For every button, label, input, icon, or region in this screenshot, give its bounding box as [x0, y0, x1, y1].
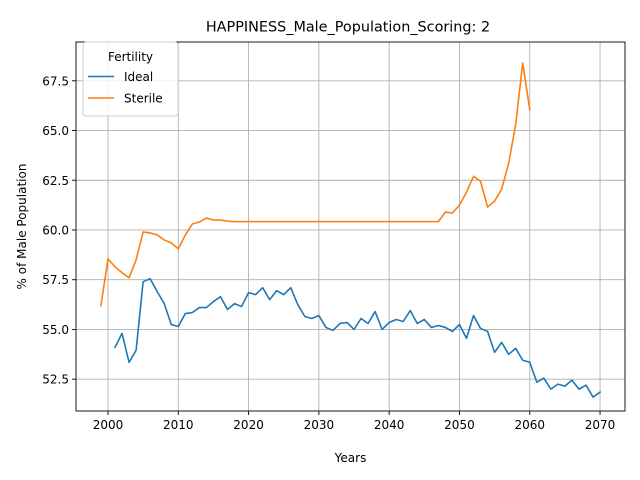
x-tick-label: 2040 — [374, 418, 405, 432]
y-tick-label: 60.0 — [42, 223, 69, 237]
x-tick-label: 2000 — [93, 418, 124, 432]
gridlines — [76, 42, 625, 411]
x-tick-label: 2020 — [233, 418, 264, 432]
plot-frame — [75, 41, 626, 412]
x-axis-title: Years — [334, 451, 367, 465]
chart-title: HAPPINESS_Male_Population_Scoring: 2 — [206, 20, 490, 36]
x-tick-label: 2060 — [514, 418, 545, 432]
series-line-sterile — [100, 62, 531, 307]
series-lines — [100, 62, 602, 398]
y-tick-label: 55.0 — [42, 323, 69, 337]
x-tick-label: 2030 — [304, 418, 335, 432]
legend: Fertility Ideal Sterile — [82, 41, 179, 117]
y-tick-label: 57.5 — [42, 273, 69, 287]
legend-label-sterile: Sterile — [124, 92, 163, 106]
axis-ticks: 2000 2010 2020 2030 2040 2050 2060 2070 52.5 55.0… — [42, 74, 615, 432]
y-tick-label: 62.5 — [42, 174, 69, 188]
legend-label-ideal: Ideal — [124, 70, 153, 84]
x-tick-label: 2050 — [444, 418, 475, 432]
y-tick-label: 65.0 — [42, 124, 69, 138]
y-axis-title: % of Male Population — [15, 164, 29, 290]
x-tick-label: 2010 — [163, 418, 194, 432]
series-line-ideal — [113, 277, 602, 398]
y-tick-label: 67.5 — [42, 74, 69, 88]
legend-title: Fertility — [108, 50, 153, 64]
y-tick-label: 52.5 — [42, 373, 69, 387]
x-tick-label: 2070 — [585, 418, 616, 432]
